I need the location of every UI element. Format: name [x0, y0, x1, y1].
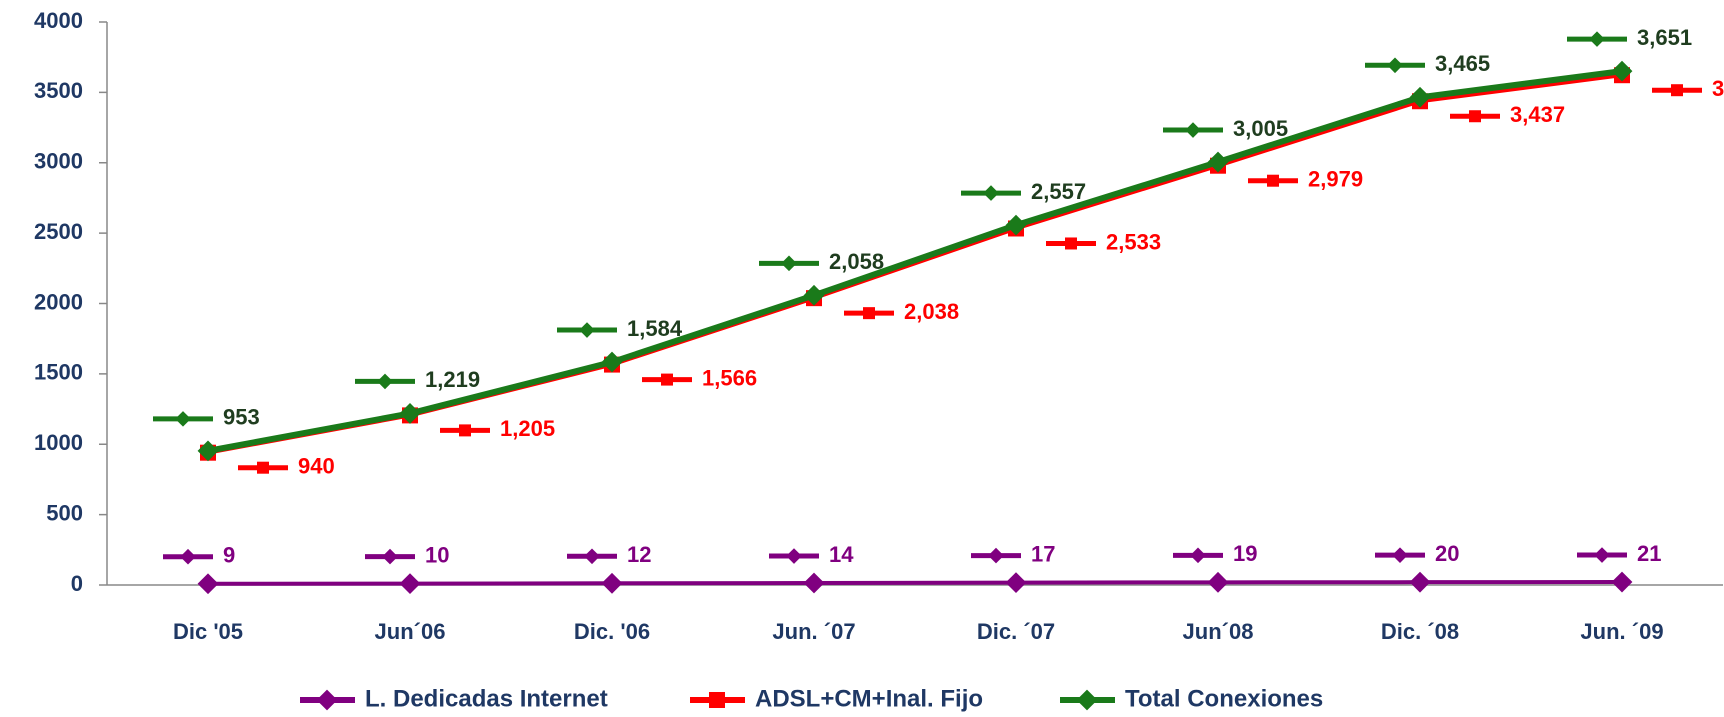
data-label: 3,437 [1510, 102, 1565, 127]
label-key-marker [1589, 31, 1605, 47]
data-label: 3,651 [1637, 25, 1692, 50]
data-point [1611, 60, 1633, 82]
label-key-marker [1065, 237, 1077, 250]
data-label: 3,622 [1712, 76, 1724, 101]
x-tick-label: Dic. ´07 [977, 619, 1055, 644]
data-label: 3,465 [1435, 51, 1490, 76]
data-label: 953 [223, 405, 260, 430]
data-label: 2,038 [904, 299, 959, 324]
data-point [1409, 86, 1431, 108]
data-point [803, 284, 825, 306]
data-label: 9 [223, 543, 235, 568]
data-label: 1,584 [627, 316, 683, 341]
label-key-marker [781, 255, 797, 272]
data-point [399, 573, 421, 594]
legend-marker [1076, 689, 1098, 711]
data-point [1005, 572, 1027, 594]
x-tick-label: Dic. ´08 [1381, 619, 1459, 644]
data-label: 940 [298, 454, 335, 479]
label-key-marker [661, 373, 673, 386]
legend-label: Total Conexiones [1125, 685, 1323, 712]
series-line [207, 580, 1623, 586]
y-tick-label: 500 [46, 500, 83, 525]
legend-marker [316, 689, 338, 711]
data-point [803, 572, 825, 594]
legend-label: L. Dedicadas Internet [365, 685, 608, 712]
label-key-marker [382, 548, 398, 565]
label-key-marker [1392, 547, 1408, 563]
data-point [197, 573, 219, 595]
label-key-marker [1387, 57, 1403, 74]
data-label: 2,533 [1106, 229, 1161, 254]
data-label: 17 [1031, 541, 1055, 566]
data-point [1005, 214, 1027, 236]
legend-label: ADSL+CM+Inal. Fijo [755, 685, 983, 712]
data-label: 2,979 [1308, 167, 1363, 192]
data-label: 2,557 [1031, 179, 1086, 204]
label-key-marker [584, 548, 600, 565]
data-point [1207, 151, 1229, 173]
label-key-marker [983, 185, 999, 201]
label-key-marker [1671, 84, 1683, 97]
data-label: 1,219 [425, 367, 480, 392]
legend-marker [709, 692, 725, 708]
series-line [207, 73, 1623, 455]
data-label: 19 [1233, 541, 1257, 566]
label-key-marker [377, 373, 393, 390]
label-key-marker [988, 547, 1004, 564]
x-tick-label: Dic. '06 [574, 619, 650, 644]
label-key-marker [1469, 110, 1481, 123]
data-point [601, 572, 623, 594]
label-key-marker [175, 411, 191, 427]
data-label: 1,566 [702, 365, 757, 390]
y-tick-label: 1000 [34, 430, 83, 455]
data-point [1409, 571, 1431, 593]
data-label: 1,205 [500, 416, 555, 441]
label-key-marker [180, 548, 196, 565]
x-tick-label: Jun´08 [1183, 619, 1254, 644]
label-key-marker [459, 424, 471, 437]
label-key-marker [579, 322, 595, 338]
data-label: 3,005 [1233, 116, 1288, 141]
label-key-marker [257, 461, 269, 474]
data-label: 12 [627, 542, 651, 567]
data-label: 20 [1435, 541, 1459, 566]
data-point [601, 351, 623, 373]
data-point [1207, 571, 1229, 593]
y-tick-label: 0 [71, 571, 83, 596]
data-point [197, 440, 219, 462]
data-point [1611, 571, 1633, 593]
label-key-marker [786, 548, 802, 564]
label-key-marker [1594, 547, 1610, 563]
data-point [399, 403, 421, 424]
y-tick-label: 3000 [34, 149, 83, 174]
data-label: 2,058 [829, 249, 884, 274]
data-label: 21 [1637, 541, 1661, 566]
y-tick-label: 1500 [34, 360, 83, 385]
y-tick-label: 4000 [34, 8, 83, 33]
data-label: 14 [829, 542, 854, 567]
series-line [207, 68, 1623, 454]
x-tick-label: Jun. ´09 [1580, 619, 1663, 644]
label-key-marker [1267, 174, 1279, 187]
x-tick-label: Jun´06 [375, 619, 446, 644]
y-tick-label: 2000 [34, 289, 83, 314]
y-tick-label: 2500 [34, 219, 83, 244]
label-key-marker [1185, 122, 1201, 138]
data-label: 10 [425, 542, 449, 567]
label-key-marker [863, 307, 875, 320]
x-tick-label: Dic '05 [173, 619, 243, 644]
y-tick-label: 3500 [34, 78, 83, 103]
x-tick-label: Jun. ´07 [772, 619, 855, 644]
label-key-marker [1190, 547, 1206, 564]
